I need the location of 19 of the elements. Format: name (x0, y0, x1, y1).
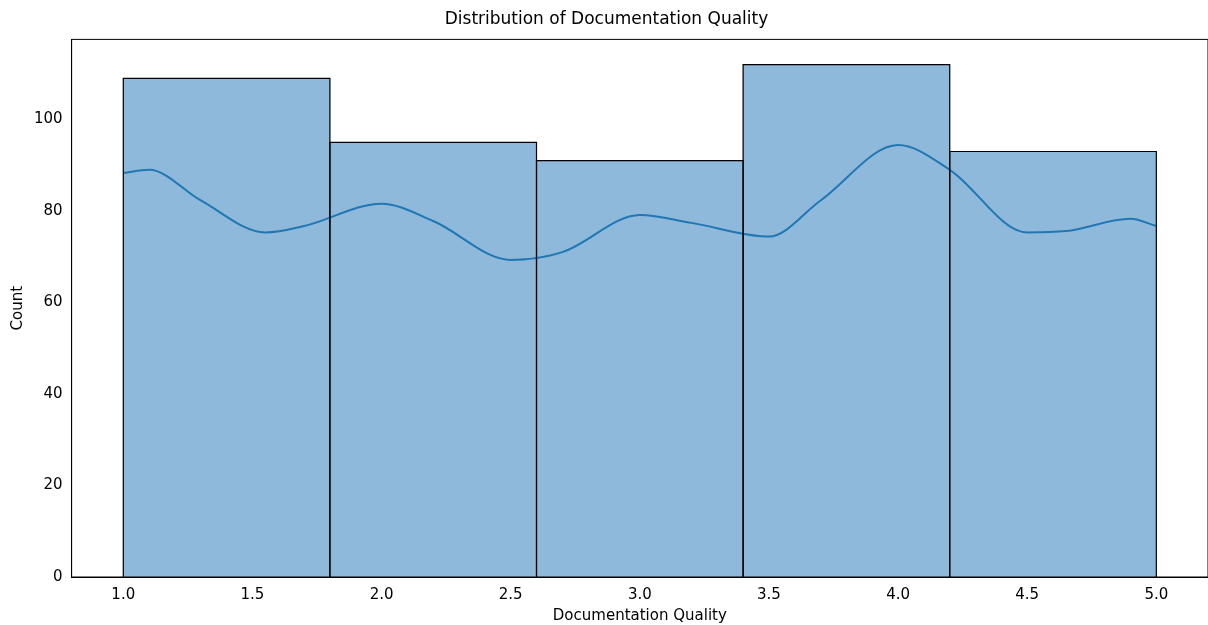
x-tick-label: 1.5 (240, 584, 265, 603)
x-tick-label: 4.5 (1015, 584, 1040, 603)
x-tick-label: 5.0 (1144, 584, 1169, 603)
y-tick-label: 60 (43, 292, 63, 311)
y-axis-title: Count (7, 285, 26, 331)
x-tick-label: 2.0 (369, 584, 394, 603)
y-tick-label: 20 (43, 475, 63, 494)
x-tick-label: 4.0 (886, 584, 911, 603)
x-tick-label: 3.0 (627, 584, 652, 603)
x-tick-label: 3.5 (757, 584, 781, 603)
x-axis-title: Documentation Quality (552, 605, 727, 624)
x-tick-label: 1.0 (111, 584, 136, 603)
y-tick-label: 100 (33, 109, 63, 128)
x-tick-label: 2.5 (498, 584, 523, 603)
y-tick-label: 80 (43, 200, 63, 219)
chart-title: Distribution of Documentation Quality (444, 7, 769, 28)
y-tick-label: 40 (43, 383, 63, 402)
y-tick-label: 0 (53, 566, 63, 585)
line-series (122, 144, 1158, 261)
